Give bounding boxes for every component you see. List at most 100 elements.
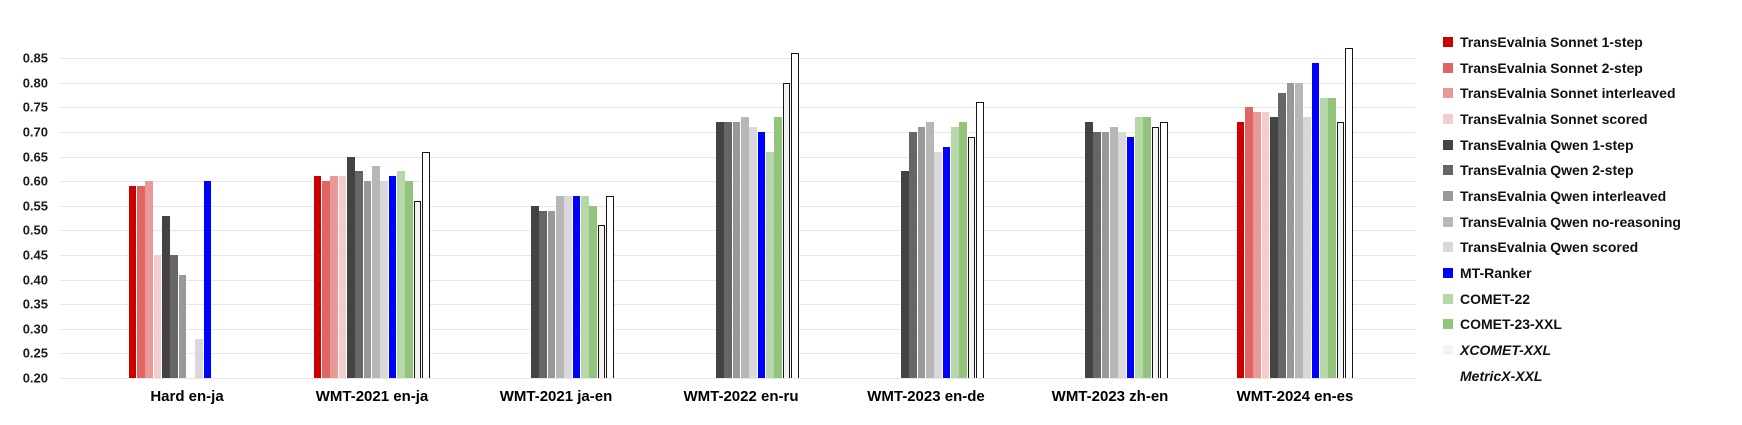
bar	[1320, 97, 1328, 378]
bar	[1126, 136, 1135, 378]
bar	[976, 102, 984, 378]
legend-swatch-icon	[1443, 36, 1453, 47]
y-axis-tick-label: 0.70	[22, 124, 48, 140]
bar	[397, 171, 405, 378]
bar	[782, 82, 791, 378]
bar	[153, 255, 162, 378]
x-axis-category-label: WMT-2024 en-es	[1236, 388, 1354, 405]
bar	[1110, 127, 1118, 378]
bar	[321, 181, 330, 378]
legend-swatch-icon	[1443, 113, 1453, 124]
legend-item: TransEvalnia Qwen scored	[1443, 235, 1681, 261]
x-axis-category-label: WMT-2021 en-ja	[315, 388, 429, 405]
bar	[581, 195, 589, 378]
bar	[1303, 117, 1312, 378]
bar	[942, 146, 951, 378]
x-axis-category-label: Hard en-ja	[150, 388, 224, 405]
y-axis-tick-label: 0.25	[22, 345, 48, 361]
legend-swatch-icon	[1443, 242, 1453, 253]
x-axis-category-label: WMT-2021 ja-en	[499, 388, 613, 405]
bar	[715, 122, 724, 378]
bar	[363, 181, 372, 378]
bar	[1236, 122, 1245, 378]
bar	[967, 136, 976, 378]
bar	[909, 132, 917, 378]
legend-label: TransEvalnia Sonnet scored	[1460, 110, 1648, 127]
bar	[1244, 107, 1253, 378]
x-axis-category-label: WMT-2023 en-de	[867, 388, 985, 405]
legend-label: TransEvalnia Qwen interleaved	[1460, 187, 1667, 204]
legend-item: TransEvalnia Sonnet interleaved	[1443, 80, 1681, 106]
legend-item: COMET-22	[1443, 286, 1681, 312]
legend-item: TransEvalnia Sonnet scored	[1443, 106, 1681, 132]
bar	[1328, 97, 1337, 378]
legend-swatch-icon	[1443, 370, 1453, 381]
bar	[606, 195, 614, 378]
legend-swatch-icon	[1443, 139, 1453, 150]
gridline	[60, 378, 1415, 379]
gridline	[60, 58, 1415, 60]
legend-label: MetricX-XXL	[1460, 367, 1543, 384]
bar	[136, 186, 145, 378]
legend-item: MetricX-XXL	[1443, 363, 1681, 389]
bar	[413, 200, 422, 378]
bar	[749, 127, 758, 378]
bar	[145, 181, 153, 378]
legend-label: TransEvalnia Qwen no-reasoning	[1460, 213, 1681, 230]
bar	[1143, 117, 1152, 378]
legend-label: TransEvalnia Sonnet 1-step	[1460, 33, 1643, 50]
bar	[1286, 82, 1295, 378]
legend-item: TransEvalnia Qwen 2-step	[1443, 157, 1681, 183]
legend-item: COMET-23-XXL	[1443, 312, 1681, 338]
bar	[757, 132, 766, 378]
bar	[1261, 112, 1270, 378]
legend-item: TransEvalnia Qwen no-reasoning	[1443, 209, 1681, 235]
y-axis-tick-label: 0.65	[22, 149, 48, 165]
y-axis-tick-label: 0.40	[22, 272, 48, 288]
legend-swatch-icon	[1443, 88, 1453, 99]
bar	[372, 166, 380, 378]
bar	[161, 215, 170, 378]
bar	[951, 127, 959, 378]
bar	[791, 53, 799, 378]
y-axis-tick-label: 0.50	[22, 222, 48, 238]
bar	[597, 225, 606, 378]
bar	[346, 156, 355, 378]
bar	[1093, 132, 1101, 378]
bar	[1135, 117, 1143, 378]
x-axis-category-label: WMT-2023 zh-en	[1051, 388, 1169, 405]
legend-swatch-icon	[1443, 293, 1453, 304]
gridline	[60, 82, 1415, 84]
legend-label: MT-Ranker	[1460, 265, 1532, 282]
y-axis-tick-label: 0.35	[22, 296, 48, 312]
legend-label: TransEvalnia Sonnet 2-step	[1460, 59, 1643, 76]
bar	[564, 195, 573, 378]
bar	[1295, 82, 1303, 378]
bar	[388, 176, 397, 378]
y-axis-tick-label: 0.85	[22, 50, 48, 66]
legend-swatch-icon	[1443, 62, 1453, 73]
bar	[556, 195, 564, 378]
legend-label: XCOMET-XXL	[1460, 342, 1552, 359]
bar	[900, 171, 909, 378]
bar	[1151, 127, 1160, 378]
bar	[1345, 48, 1353, 378]
legend-item: XCOMET-XXL	[1443, 337, 1681, 363]
y-axis-tick-label: 0.20	[22, 370, 48, 386]
bar	[422, 151, 430, 378]
bar	[589, 205, 598, 378]
bar	[1160, 122, 1168, 378]
y-axis-tick-label: 0.45	[22, 247, 48, 263]
legend-swatch-icon	[1443, 319, 1453, 330]
bar	[724, 122, 732, 378]
bar	[741, 117, 749, 378]
legend-item: TransEvalnia Qwen interleaved	[1443, 183, 1681, 209]
bar	[530, 205, 539, 378]
legend-label: COMET-23-XXL	[1460, 316, 1562, 333]
legend-label: TransEvalnia Qwen scored	[1460, 239, 1639, 256]
bar	[539, 210, 547, 378]
bar	[338, 176, 347, 378]
legend-label: TransEvalnia Sonnet interleaved	[1460, 85, 1676, 102]
bar	[917, 127, 926, 378]
x-axis-category-label: WMT-2022 en-ru	[683, 388, 799, 405]
